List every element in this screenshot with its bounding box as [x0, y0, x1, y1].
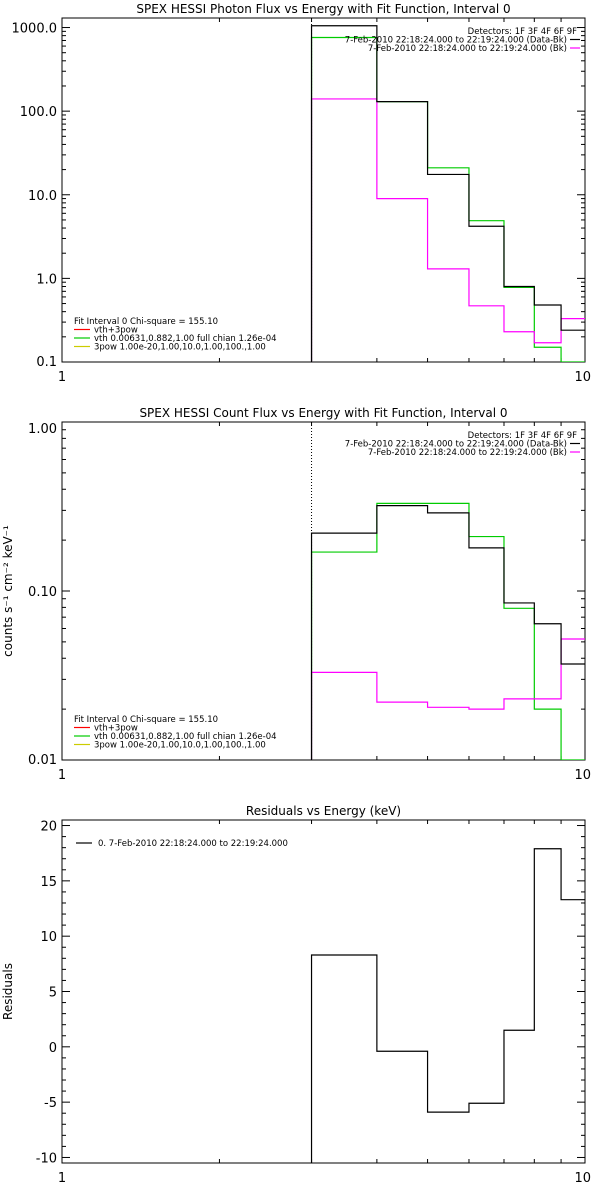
y-tick-label: 20 — [40, 820, 57, 835]
chart-title: Residuals vs Energy (keV) — [246, 804, 401, 818]
fit-legend-entry: vth+3pow — [94, 724, 138, 734]
x-tick-label: 10 — [574, 1171, 591, 1186]
legend-entry: 0. 7-Feb-2010 22:18:24.000 to 22:19:24.0… — [98, 839, 288, 849]
legend-header: Detectors: 1F 3F 4F 6F 9F — [468, 431, 577, 441]
x-tick-label: 10 — [574, 370, 591, 385]
y-tick-label: 0.10 — [28, 585, 57, 600]
series-line-1 — [310, 25, 585, 362]
series-line-2 — [310, 98, 585, 362]
chart-panel-2: SPEX HESSI Count Flux vs Energy with Fit… — [1, 406, 591, 783]
x-tick-label: 1 — [58, 370, 66, 385]
legend-top: Detectors: 1F 3F 4F 6F 9F7-Feb-2010 22:1… — [345, 431, 580, 458]
y-tick-label: 10.0 — [28, 189, 57, 204]
series-line-1 — [310, 505, 585, 760]
y-tick-label: 5 — [49, 986, 57, 1001]
fit-legend-entry: 3pow 1.00e-20,1.00,10.0,1.00,100.,1.00 — [94, 343, 266, 353]
fit-legend-entry: vth 0.00631,0.882,1.00 full chian 1.26e-… — [94, 732, 277, 742]
legend-entry: 7-Feb-2010 22:18:24.000 to 22:19:24.000 … — [368, 448, 567, 458]
chart-panel-3: Residuals vs Energy (keV) Residuals 1 10 -10… — [1, 804, 591, 1186]
y-tick-label: 1.00 — [28, 422, 57, 437]
legend-entry: 7-Feb-2010 22:18:24.000 to 22:19:24.000 … — [368, 44, 567, 54]
series-line-3 — [310, 36, 585, 362]
series-group — [310, 25, 585, 362]
series-line-2 — [310, 638, 585, 760]
x-tick-label: 10 — [574, 768, 591, 783]
plot-frame — [61, 819, 586, 1164]
legend-fit: Fit Interval 0 Chi-square = 155.10vth+3p… — [74, 317, 277, 353]
y-tick-label: 1000.0 — [12, 22, 58, 37]
y-tick-label: -5 — [44, 1096, 57, 1111]
fit-legend-entry: vth+3pow — [94, 326, 138, 336]
y-tick-label: 0.1 — [36, 355, 57, 370]
y-tick-label: 100.0 — [20, 105, 57, 120]
chart-panel-1: SPEX HESSI Photon Flux vs Energy with Fi… — [12, 2, 592, 385]
series-line-3 — [310, 502, 585, 760]
series-line-1 — [310, 848, 585, 1163]
legend-fit: Fit Interval 0 Chi-square = 155.10vth+3p… — [74, 715, 277, 751]
x-tick-label: 1 — [58, 1171, 66, 1186]
fit-legend-entry: vth 0.00631,0.882,1.00 full chian 1.26e-… — [94, 334, 277, 344]
y-tick-label: 10 — [40, 930, 57, 945]
legend-header: Detectors: 1F 3F 4F 6F 9F — [468, 27, 577, 37]
legend-entry: 7-Feb-2010 22:18:24.000 to 22:19:24.000 … — [345, 440, 567, 450]
legend-entry: 7-Feb-2010 22:18:24.000 to 22:19:24.000 … — [345, 36, 567, 46]
series-group — [310, 502, 585, 760]
fit-legend-header: Fit Interval 0 Chi-square = 155.10 — [74, 317, 218, 327]
y-tick-label: 1.0 — [36, 272, 57, 287]
x-tick-label: 1 — [58, 768, 66, 783]
plot-frame — [61, 17, 586, 363]
fit-legend-entry: 3pow 1.00e-20,1.00,10.0,1.00,100.,1.00 — [94, 741, 266, 751]
y-tick-label: 15 — [40, 875, 57, 890]
plot-frame — [61, 421, 586, 761]
y-tick-label: -10 — [36, 1151, 57, 1166]
y-tick-label: 0.01 — [28, 753, 57, 768]
chart-title: SPEX HESSI Photon Flux vs Energy with Fi… — [136, 2, 510, 16]
y-axis-label: Residuals — [1, 963, 15, 1020]
legend-top: 0. 7-Feb-2010 22:18:24.000 to 22:19:24.0… — [76, 839, 288, 849]
y-axis-label: counts s⁻¹ cm⁻² keV⁻¹ — [1, 525, 15, 657]
fit-legend-header: Fit Interval 0 Chi-square = 155.10 — [74, 715, 218, 725]
chart-title: SPEX HESSI Count Flux vs Energy with Fit… — [139, 406, 507, 420]
legend-top: Detectors: 1F 3F 4F 6F 9F7-Feb-2010 22:1… — [345, 27, 580, 54]
series-group — [310, 848, 585, 1163]
y-tick-label: 0 — [49, 1041, 57, 1056]
